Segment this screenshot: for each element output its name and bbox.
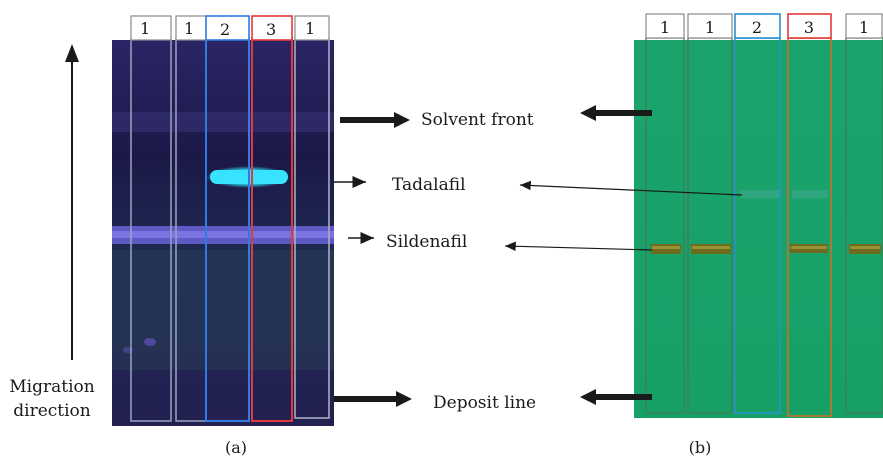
solvent-front-arrow-b: [580, 105, 652, 121]
deposit-line-label: Deposit line: [433, 393, 536, 413]
lane-b4-label: 3: [804, 18, 814, 37]
lane-b5-label: 1: [859, 18, 869, 37]
sildenafil-spots-b: [651, 244, 881, 254]
tlc-plate-visible: [634, 40, 883, 418]
tadalafil-arrow-b: [519, 180, 743, 196]
deposit-line-arrow-a: [334, 391, 412, 407]
migration-direction-arrow: [65, 44, 79, 360]
lane-b3-label: 2: [752, 18, 762, 37]
sildenafil-label: Sildenafil: [386, 232, 467, 252]
panel-b-caption: (b): [689, 438, 712, 457]
panel-b: 1 1 2 3 1: [580, 13, 883, 418]
sildenafil-arrow-b: [504, 241, 653, 252]
lane-a5-label: 1: [305, 19, 315, 38]
panel-a-caption: (a): [225, 438, 247, 457]
solvent-front-haze: [112, 112, 334, 132]
solvent-front-arrow-a: [340, 112, 410, 128]
panel-a: 1 1 2 3 1: [112, 15, 334, 426]
lane-a3-label: 2: [220, 20, 230, 39]
lane-b2-label: 1: [705, 18, 715, 37]
deposit-line-arrow-b: [580, 389, 652, 405]
migration-label-line1: Migration: [9, 377, 94, 397]
lane-a1-label: 1: [140, 19, 150, 38]
tadalafil-label: Tadalafil: [392, 175, 466, 195]
lane-a2-label: 1: [184, 19, 194, 38]
migration-label-line2: direction: [13, 401, 91, 421]
solvent-front-label: Solvent front: [421, 110, 534, 130]
lane-b1-label: 1: [660, 18, 670, 37]
lane-a4-label: 3: [266, 20, 276, 39]
